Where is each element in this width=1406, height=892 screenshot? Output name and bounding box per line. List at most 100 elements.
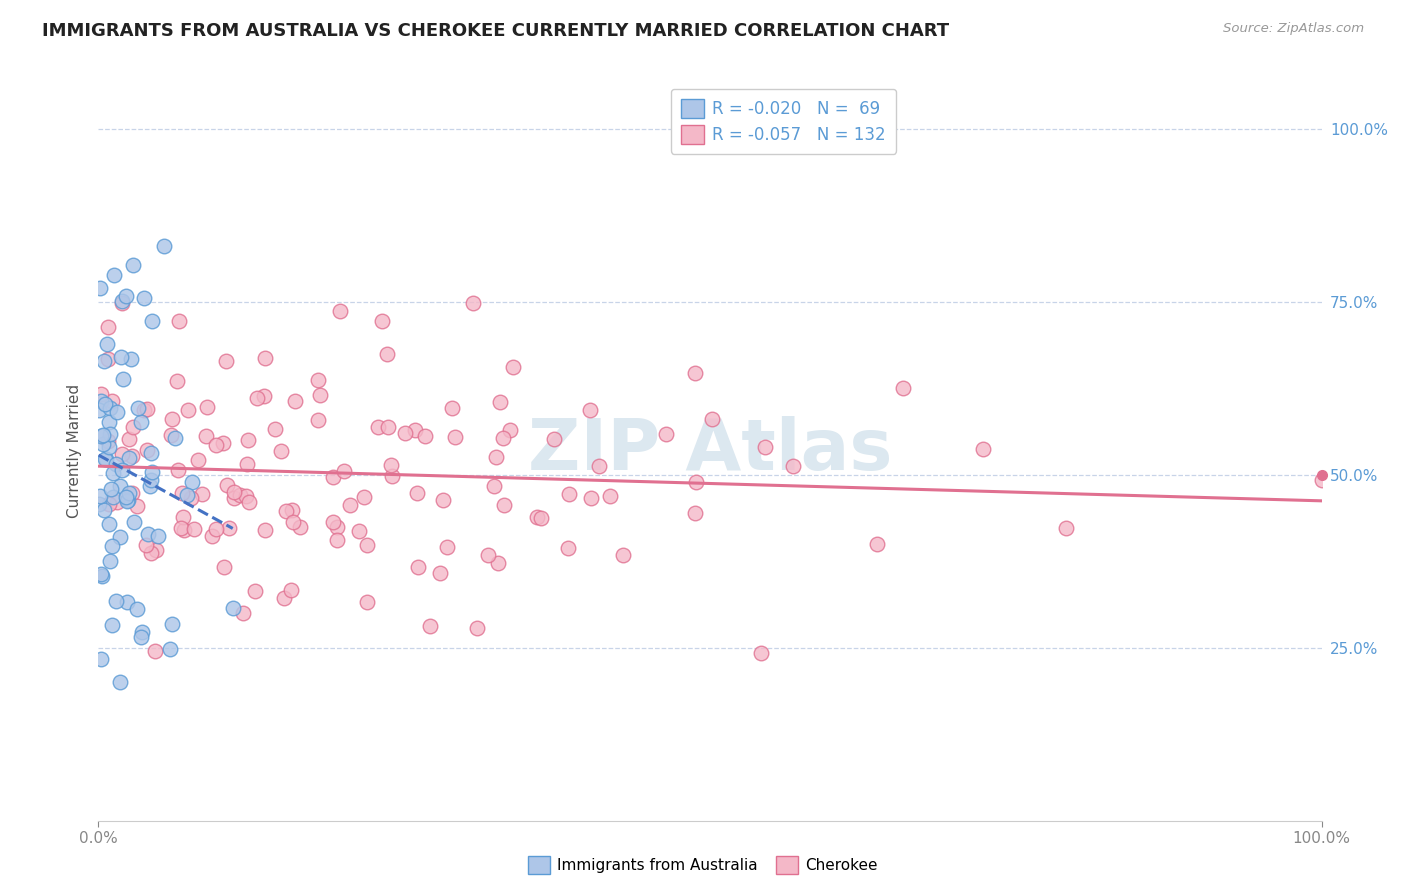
Point bbox=[111, 296, 134, 310]
Point bbox=[893, 381, 915, 395]
Point bbox=[655, 427, 678, 442]
Point bbox=[89, 489, 111, 503]
Point bbox=[381, 469, 404, 483]
Point bbox=[115, 490, 138, 504]
Point bbox=[972, 442, 994, 456]
Point bbox=[557, 541, 579, 555]
Point bbox=[163, 431, 186, 445]
Point bbox=[347, 524, 370, 539]
Point bbox=[284, 394, 307, 409]
Point bbox=[110, 675, 132, 690]
Point bbox=[543, 433, 565, 447]
Point bbox=[413, 428, 436, 442]
Point bbox=[749, 647, 772, 661]
Point bbox=[218, 521, 240, 535]
Point bbox=[125, 602, 148, 616]
Point bbox=[100, 482, 122, 496]
Point bbox=[143, 644, 166, 658]
Point bbox=[136, 401, 159, 416]
Point bbox=[90, 567, 112, 582]
Point bbox=[332, 464, 354, 478]
Point bbox=[222, 600, 245, 615]
Point bbox=[685, 475, 707, 489]
Point bbox=[700, 411, 723, 425]
Point bbox=[118, 450, 141, 465]
Point bbox=[127, 401, 149, 415]
Point bbox=[243, 584, 266, 599]
Point bbox=[90, 652, 112, 666]
Point bbox=[160, 412, 183, 426]
Point bbox=[97, 352, 120, 367]
Point bbox=[138, 479, 160, 493]
Point bbox=[356, 594, 378, 608]
Point bbox=[131, 624, 153, 639]
Point bbox=[173, 523, 195, 537]
Point bbox=[141, 314, 163, 328]
Text: IMMIGRANTS FROM AUSTRALIA VS CHEROKEE CURRENTLY MARRIED CORRELATION CHART: IMMIGRANTS FROM AUSTRALIA VS CHEROKEE CU… bbox=[42, 22, 949, 40]
Point bbox=[117, 486, 139, 500]
Point bbox=[166, 374, 188, 388]
Point bbox=[245, 391, 267, 405]
Point bbox=[484, 478, 506, 492]
Point bbox=[122, 419, 145, 434]
Point bbox=[121, 258, 143, 272]
Point bbox=[100, 426, 122, 441]
Point bbox=[136, 443, 159, 458]
Point bbox=[288, 520, 311, 534]
Point bbox=[254, 523, 277, 537]
Point bbox=[117, 594, 139, 608]
Point bbox=[153, 239, 176, 253]
Point bbox=[115, 494, 138, 508]
Point bbox=[214, 560, 236, 574]
Point bbox=[329, 303, 352, 318]
Y-axis label: Currently Married: Currently Married bbox=[67, 384, 83, 517]
Point bbox=[132, 291, 155, 305]
Point bbox=[222, 484, 245, 499]
Point bbox=[100, 618, 122, 632]
Point bbox=[90, 393, 112, 408]
Text: Source: ZipAtlas.com: Source: ZipAtlas.com bbox=[1223, 22, 1364, 36]
Point bbox=[215, 478, 238, 492]
Point bbox=[486, 556, 509, 570]
Point bbox=[94, 397, 117, 411]
Point bbox=[91, 437, 114, 451]
Point bbox=[103, 466, 125, 480]
Point bbox=[172, 485, 194, 500]
Point bbox=[322, 516, 344, 530]
Point bbox=[370, 314, 392, 328]
Point bbox=[253, 351, 276, 365]
Point bbox=[190, 486, 212, 500]
Point bbox=[1054, 521, 1077, 535]
Point bbox=[98, 516, 121, 531]
Point bbox=[432, 493, 454, 508]
Point bbox=[111, 293, 134, 308]
Point bbox=[367, 419, 389, 434]
Point bbox=[93, 427, 115, 442]
Point bbox=[782, 458, 804, 473]
Point bbox=[467, 621, 489, 635]
Point bbox=[307, 373, 329, 387]
Point bbox=[98, 401, 121, 415]
Point bbox=[492, 431, 515, 445]
Point bbox=[167, 313, 190, 327]
Point bbox=[97, 434, 120, 448]
Point bbox=[408, 559, 430, 574]
Legend: R = -0.020   N =  69, R = -0.057   N = 132: R = -0.020 N = 69, R = -0.057 N = 132 bbox=[671, 88, 896, 153]
Point bbox=[498, 423, 520, 437]
Point bbox=[141, 546, 163, 560]
Point bbox=[461, 295, 484, 310]
Point bbox=[176, 488, 198, 502]
Point bbox=[489, 394, 512, 409]
Point bbox=[353, 490, 375, 504]
Point bbox=[110, 478, 132, 492]
Point bbox=[380, 458, 402, 473]
Point bbox=[129, 416, 152, 430]
Point bbox=[134, 403, 156, 417]
Point bbox=[90, 429, 112, 443]
Point bbox=[866, 536, 889, 550]
Point bbox=[160, 617, 183, 632]
Point bbox=[117, 493, 139, 508]
Point bbox=[238, 495, 260, 509]
Point bbox=[406, 486, 429, 500]
Point bbox=[477, 548, 499, 562]
